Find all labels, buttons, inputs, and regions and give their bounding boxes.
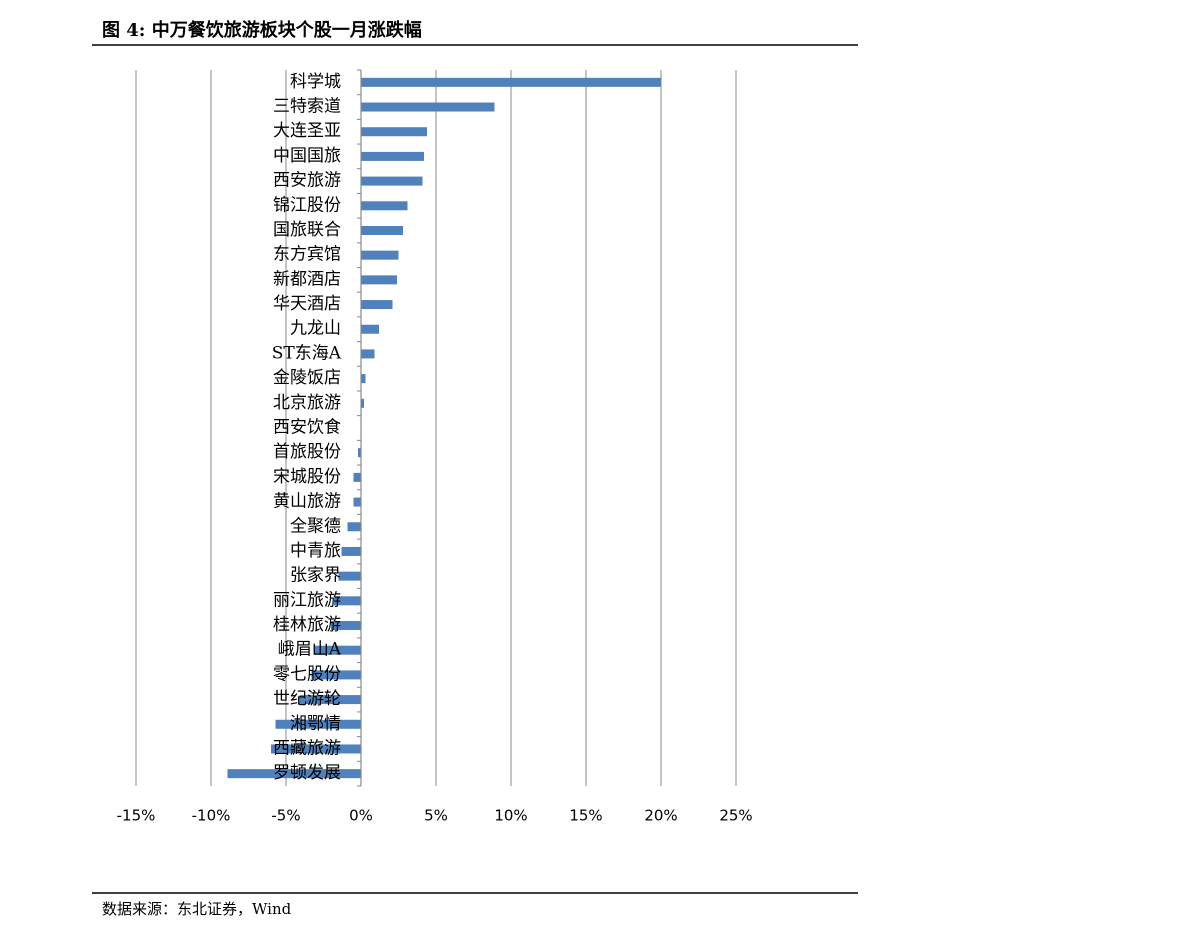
y-tick-label: 湘鄂情 [290, 714, 341, 734]
y-tick-label: 首旅股份 [273, 442, 341, 462]
x-tick-label: -10% [192, 807, 231, 825]
bar [358, 448, 361, 458]
x-tick-label: 25% [719, 807, 752, 825]
y-tick-label: ST东海A [272, 343, 342, 363]
bar [361, 349, 375, 359]
bar [353, 497, 361, 507]
bar [361, 324, 379, 334]
y-tick-label: 中国国旅 [273, 146, 341, 166]
bar [271, 744, 361, 754]
x-tick-label: 5% [424, 807, 448, 825]
bar [275, 719, 361, 729]
bar [353, 472, 361, 482]
bar [299, 695, 361, 705]
x-tick-label: -15% [117, 807, 156, 825]
y-tick-label: 大连圣亚 [273, 121, 341, 141]
source-note: 数据来源：东北证券，Wind [102, 900, 292, 918]
bar [361, 176, 423, 186]
y-tick-label: 锦江股份 [273, 195, 341, 215]
bar [361, 275, 397, 285]
bar [361, 77, 661, 87]
bar [361, 300, 393, 310]
y-tick-label: 国旅联合 [273, 220, 341, 240]
bar [361, 201, 408, 211]
x-tick-label: 0% [349, 807, 373, 825]
y-tick-label: 华天酒店 [273, 294, 341, 314]
x-tick-label: 20% [644, 807, 677, 825]
bar [338, 571, 361, 581]
y-tick-label: 金陵饭店 [273, 368, 341, 388]
y-tick-label: 张家界 [290, 566, 341, 586]
bar [334, 596, 361, 606]
y-tick-label: 西安旅游 [273, 171, 341, 191]
y-tick-label: 宋城股份 [273, 467, 341, 487]
y-tick-label: 零七股份 [273, 664, 341, 684]
chart-title: 图 4: 中万餐饮旅游板块个股一月涨跌幅 [102, 19, 422, 41]
y-tick-label: 黄山旅游 [273, 492, 341, 512]
bar [361, 151, 424, 161]
y-tick-label: 新都酒店 [273, 269, 341, 289]
bar [227, 769, 361, 779]
bar [361, 127, 427, 137]
y-tick-label: 东方宾馆 [273, 245, 341, 265]
bar [361, 225, 403, 235]
y-tick-label: 西安饮食 [273, 418, 341, 438]
bar [361, 250, 399, 260]
y-tick-label: 丽江旅游 [273, 590, 341, 610]
y-tick-label: 全聚德 [290, 516, 341, 536]
y-tick-label: 罗顿发展 [273, 763, 341, 783]
y-tick-label: 三特索道 [273, 97, 341, 117]
y-tick-label: 北京旅游 [273, 393, 341, 413]
bar [361, 102, 495, 112]
x-tick-label: -5% [271, 807, 300, 825]
bar [361, 398, 364, 408]
y-tick-label: 世纪游轮 [273, 689, 341, 709]
bar [361, 374, 366, 384]
y-tick-label: 中青旅 [290, 541, 341, 561]
bar [331, 621, 361, 631]
bar [341, 546, 361, 556]
y-tick-label: 桂林旅游 [273, 615, 341, 635]
bar [314, 645, 361, 655]
y-tick-label: 科学城 [290, 72, 341, 92]
x-tick-label: 15% [569, 807, 602, 825]
y-tick-label: 峨眉山A [278, 640, 342, 660]
x-tick-label: 10% [494, 807, 527, 825]
bar [347, 522, 361, 532]
y-tick-label: 西藏旅游 [273, 738, 341, 758]
bar [311, 670, 361, 680]
y-tick-label: 九龙山 [290, 319, 341, 339]
